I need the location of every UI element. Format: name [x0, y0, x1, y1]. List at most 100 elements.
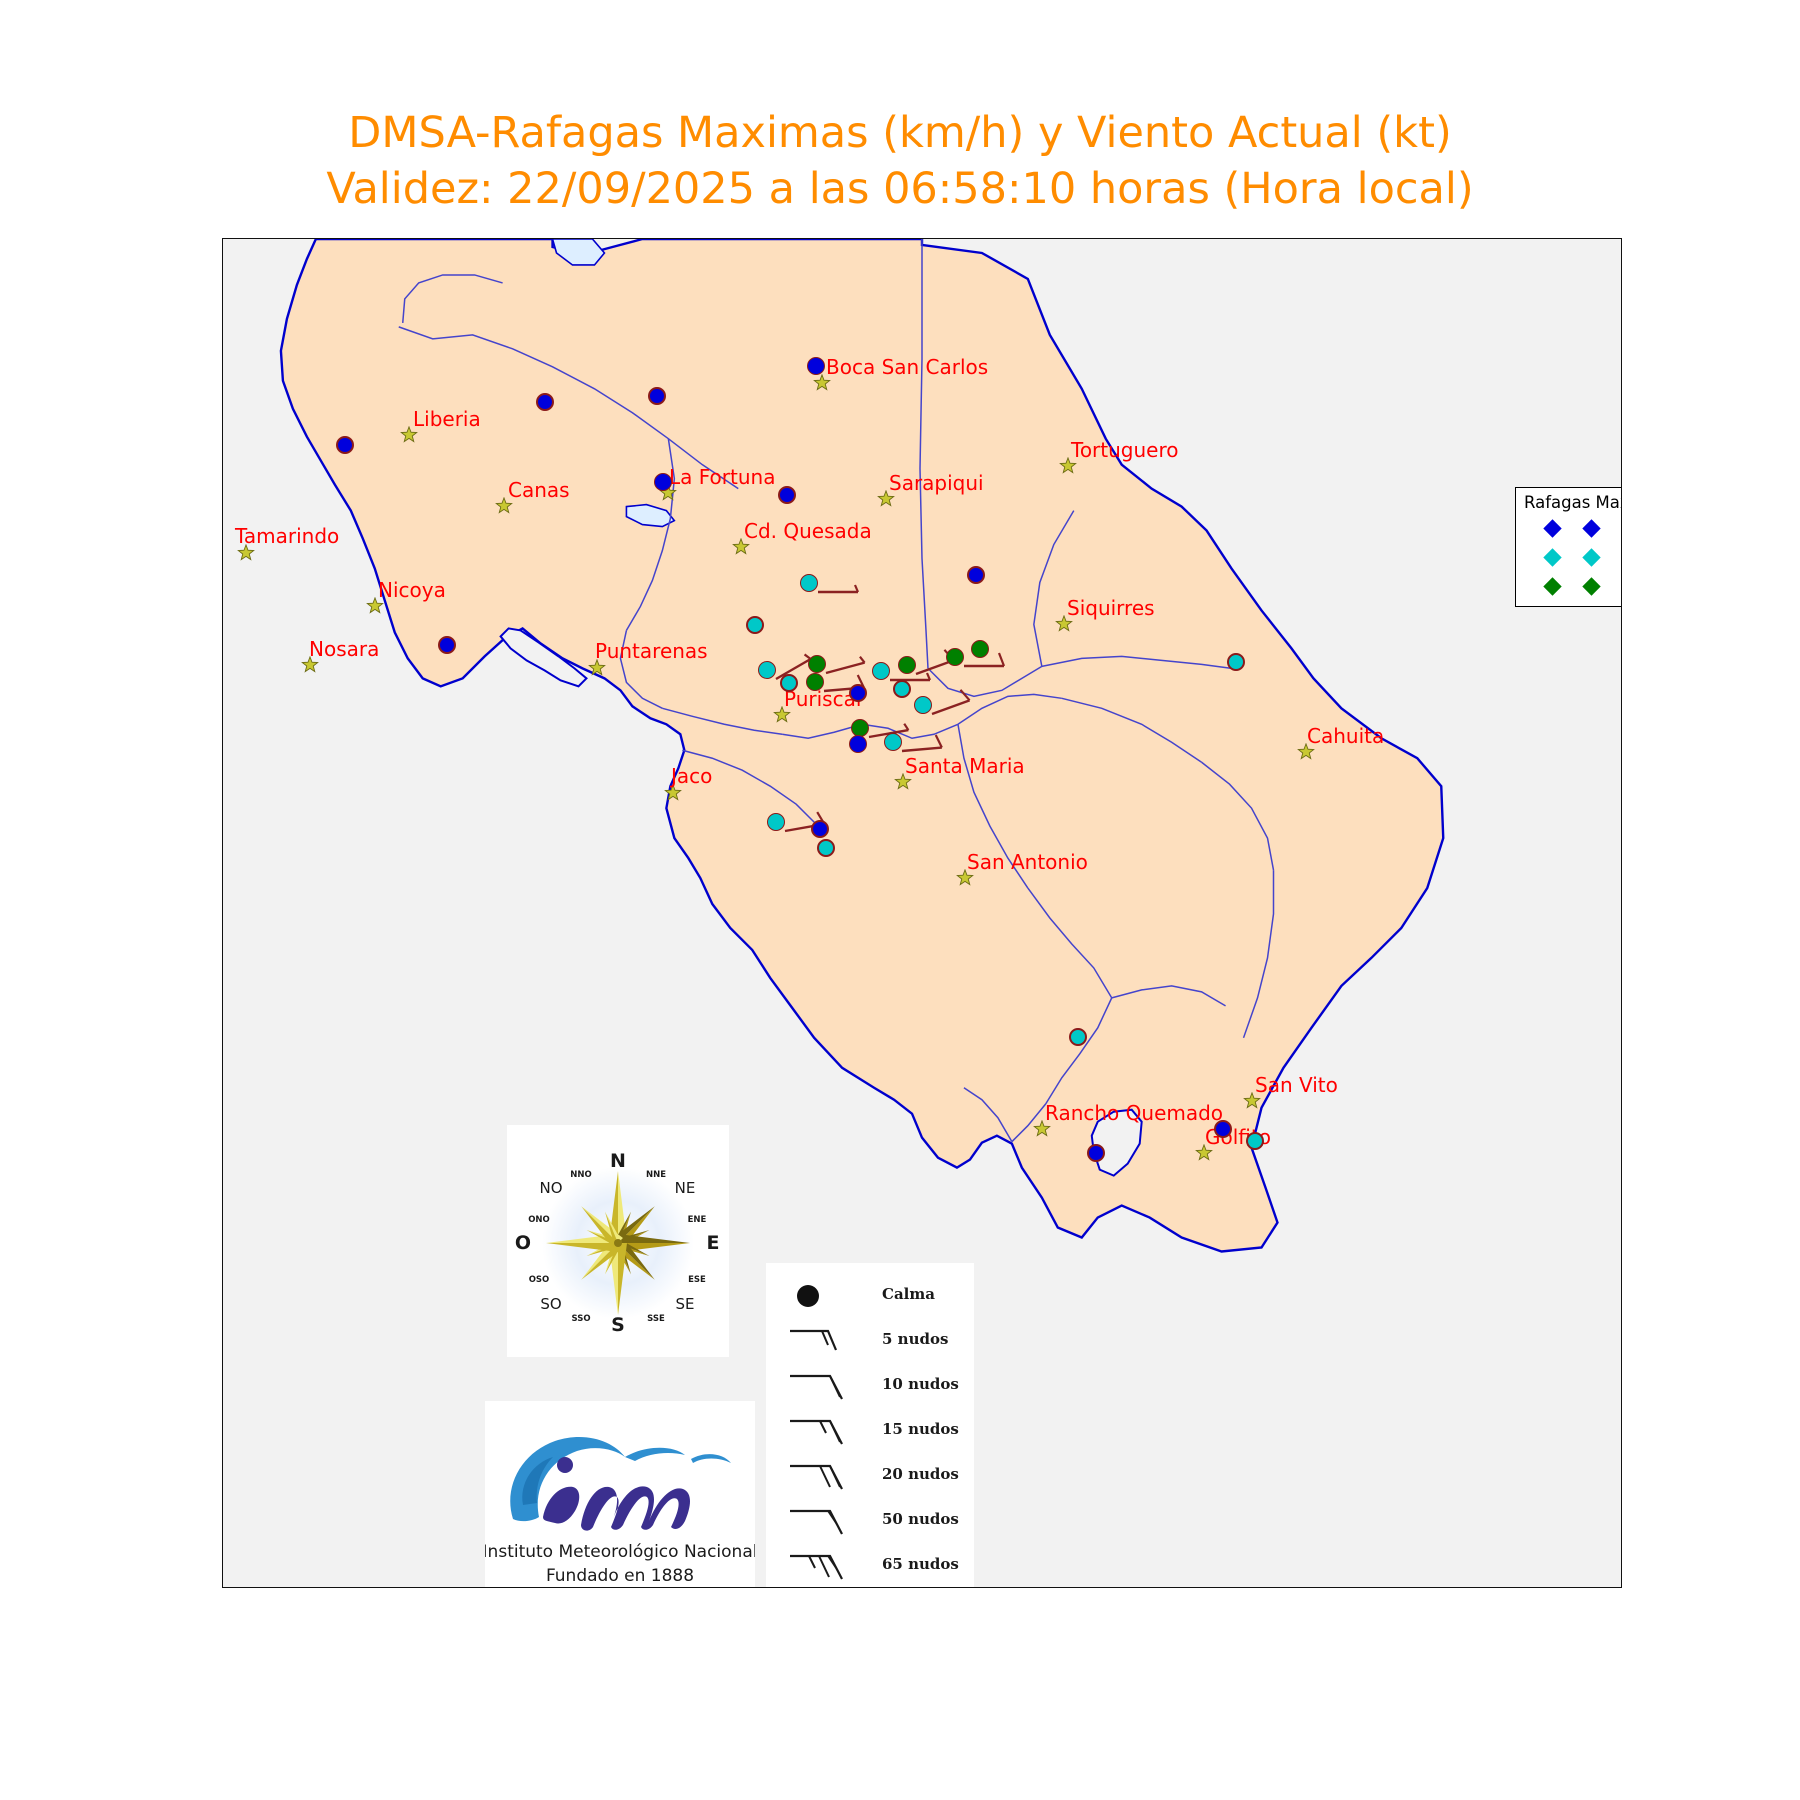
- station-dot[interactable]: [807, 357, 825, 375]
- city-label-canas: Canas: [508, 478, 570, 502]
- station-dot[interactable]: [336, 436, 354, 454]
- city-star-boca-san-carlos: [813, 374, 831, 391]
- barb-legend-row: 15 nudos: [766, 1408, 974, 1454]
- city-star-puntarenas: [588, 659, 606, 676]
- barb-legend-row: 10 nudos: [766, 1363, 974, 1409]
- barb-legend-label: 20 nudos: [882, 1465, 959, 1483]
- gust-legend-row: ]10 , 20] km/h: [1524, 543, 1621, 571]
- station-dot[interactable]: [884, 733, 902, 751]
- compass-rose: N E S O NE SE SO NO NNE ENE ESE SSE SSO OSO ONO NNO: [507, 1125, 729, 1357]
- station-dot[interactable]: [1087, 1144, 1105, 1162]
- imn-line-1: Instituto Meteorológico Nacional: [485, 1542, 755, 1562]
- station-dot[interactable]: [746, 616, 764, 634]
- barb-symbol-icon: [782, 1408, 870, 1454]
- barb-symbol-icon: [782, 1318, 870, 1364]
- gust-legend-swatches: [1524, 518, 1620, 538]
- rose-points: [546, 1171, 690, 1315]
- compass-label-N: N: [610, 1150, 626, 1172]
- station-dot[interactable]: [1246, 1132, 1264, 1150]
- gust-legend-dot-icon: [1582, 518, 1601, 538]
- barb-symbol-icon: [782, 1498, 870, 1544]
- wind-barb-legend: Calma 5 nudos 10 nudos 15 nudos 20 nudos 50 n…: [766, 1263, 974, 1587]
- compass-label-ONO: ONO: [528, 1215, 550, 1225]
- compass-label-SO: SO: [540, 1295, 561, 1313]
- gust-legend-title: Rafagas Maximas desde medianoche: [1524, 493, 1621, 512]
- compass-label-O: O: [515, 1232, 531, 1254]
- city-star-san-antonio: [956, 869, 974, 886]
- gust-legend-dot-icon: [1582, 547, 1601, 567]
- city-label-rancho-quemado: Rancho Quemado: [1045, 1101, 1224, 1125]
- gust-legend: Rafagas Maximas desde medianoche < 10 km…: [1515, 487, 1621, 607]
- city-label-san-vito: San Vito: [1255, 1073, 1338, 1097]
- station-dot[interactable]: [898, 656, 916, 674]
- station-dot[interactable]: [849, 684, 867, 702]
- station-dot[interactable]: [648, 387, 666, 405]
- compass-label-ESE: ESE: [688, 1275, 706, 1285]
- city-star-nicoya: [366, 597, 384, 614]
- station-dot[interactable]: [967, 566, 985, 584]
- internal-borders: [398, 239, 1275, 1143]
- city-star-golfito: [1195, 1144, 1213, 1161]
- station-dot[interactable]: [1069, 1028, 1087, 1046]
- barb-legend-label: 50 nudos: [882, 1510, 959, 1528]
- station-dot[interactable]: [817, 839, 835, 857]
- barb-legend-row: 50 nudos: [766, 1498, 974, 1544]
- city-star-puriscal: [773, 706, 791, 723]
- station-dot[interactable]: [438, 636, 456, 654]
- gust-legend-swatches: [1524, 547, 1620, 567]
- city-star-sarapiqui: [877, 490, 895, 507]
- city-star-siquirres: [1055, 615, 1073, 632]
- station-dot[interactable]: [946, 648, 964, 666]
- station-dot[interactable]: [536, 393, 554, 411]
- title-line-1: DMSA-Rafagas Maximas (km/h) y Viento Act…: [348, 108, 1452, 158]
- city-star-tamarindo: [237, 544, 255, 561]
- gust-legend-dot-icon: [1582, 576, 1601, 596]
- station-dot[interactable]: [811, 820, 829, 838]
- station-dot[interactable]: [1227, 653, 1245, 671]
- imn-line-2: Fundado en 1888: [546, 1566, 694, 1586]
- city-star-jaco: [664, 784, 682, 801]
- barb-symbol-icon: [782, 1543, 870, 1587]
- compass-label-S: S: [611, 1314, 625, 1336]
- station-dot[interactable]: [808, 655, 826, 673]
- map-canvas[interactable]: Liberia Canas Tamarindo Nicoya Nosara Puntare…: [222, 238, 1622, 1588]
- city-star-san-vito: [1243, 1092, 1261, 1109]
- city-label-puriscal: Puriscal: [784, 687, 862, 711]
- station-dot[interactable]: [971, 640, 989, 658]
- station-dot[interactable]: [654, 473, 672, 491]
- gust-legend-swatches: [1524, 576, 1620, 596]
- city-label-tamarindo: Tamarindo: [235, 524, 340, 548]
- city-label-nosara: Nosara: [309, 637, 380, 661]
- station-dot[interactable]: [1214, 1120, 1232, 1138]
- barb-symbol-icon: [782, 1273, 870, 1319]
- title-line-2: Validez: 22/09/2025 a las 06:58:10 horas…: [326, 164, 1474, 214]
- station-dot[interactable]: [872, 662, 890, 680]
- station-dot[interactable]: [800, 574, 818, 592]
- station-dot[interactable]: [778, 486, 796, 504]
- barb-legend-row: 5 nudos: [766, 1318, 974, 1364]
- barb-legend-label: Calma: [882, 1285, 935, 1303]
- station-dot[interactable]: [849, 735, 867, 753]
- city-star-rancho-quemado: [1033, 1120, 1051, 1137]
- city-label-nicoya: Nicoya: [378, 578, 446, 602]
- station-dot[interactable]: [767, 813, 785, 831]
- city-star-cahuita: [1297, 743, 1315, 760]
- station-dot[interactable]: [758, 661, 776, 679]
- compass-label-E: E: [707, 1232, 720, 1254]
- barb-symbol-icon: [782, 1453, 870, 1499]
- station-dot[interactable]: [806, 673, 824, 691]
- station-dot[interactable]: [914, 696, 932, 714]
- gust-legend-row: < 10 km/h: [1524, 514, 1621, 542]
- city-label-puntarenas: Puntarenas: [595, 639, 708, 663]
- gust-legend-rows: < 10 km/h]10 , 20] km/h]20 , 40] km/h: [1524, 514, 1621, 600]
- gulf-of-nicoya: [499, 627, 588, 688]
- city-star-liberia: [400, 426, 418, 443]
- imn-logo: Instituto Meteorológico Nacional Fundado…: [485, 1401, 755, 1587]
- city-label-sarapiqui: Sarapiqui: [889, 471, 984, 495]
- city-label-cahuita: Cahuita: [1307, 724, 1385, 748]
- station-dot[interactable]: [893, 680, 911, 698]
- compass-label-SSE: SSE: [647, 1314, 665, 1324]
- station-dot[interactable]: [780, 674, 798, 692]
- city-label-siquirres: Siquirres: [1067, 596, 1155, 620]
